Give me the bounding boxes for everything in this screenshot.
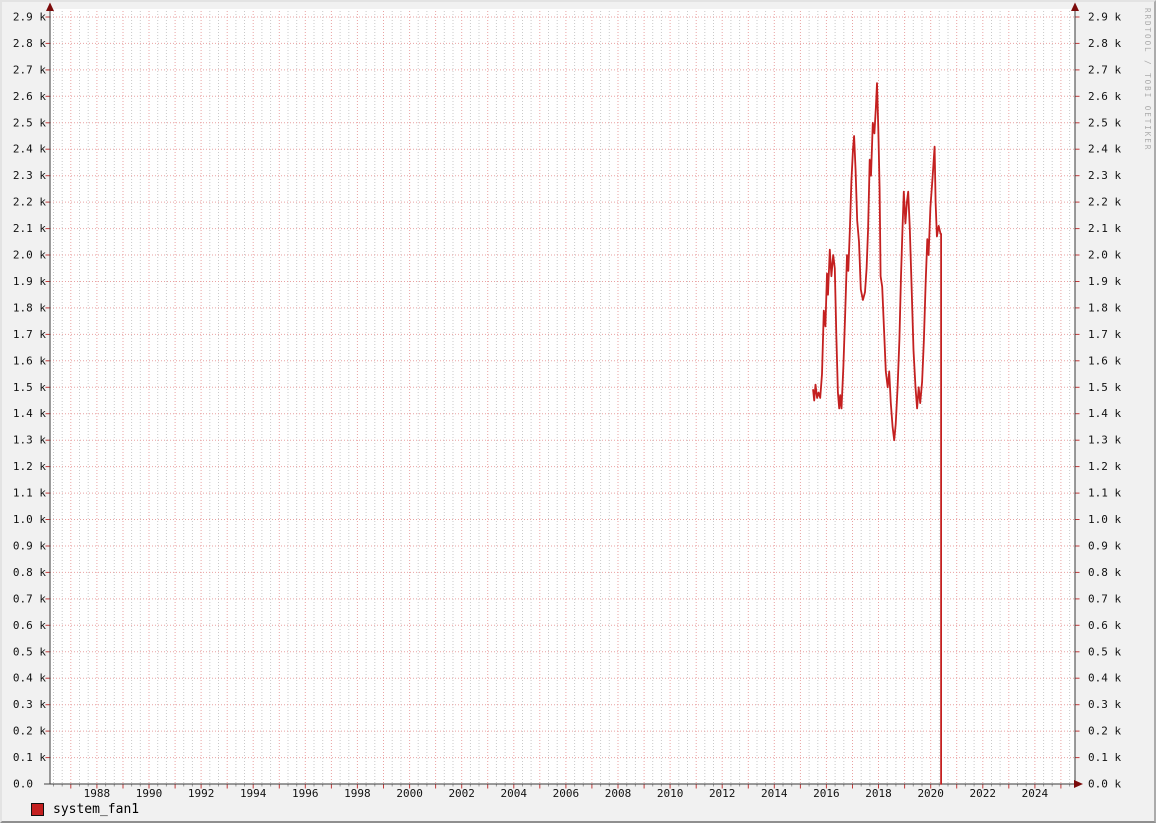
x-axis-label: 2000 [396, 787, 423, 798]
y-axis-label-right: 2.8 k [1088, 37, 1121, 50]
legend: system_fan1 [31, 802, 139, 817]
y-axis-label-right: 1.0 k [1088, 513, 1121, 526]
y-axis-label-right: 1.7 k [1088, 328, 1121, 341]
series-lines [812, 82, 942, 785]
y-axis-label-left: 2.0 k [13, 249, 46, 262]
y-axis-label-right: 1.1 k [1088, 487, 1121, 500]
y-axis-label-right: 2.7 k [1088, 63, 1121, 76]
x-axis-label: 2006 [553, 787, 580, 798]
y-axis-label-right: 1.3 k [1088, 434, 1121, 447]
y-axis-label-right: 0.8 k [1088, 566, 1121, 579]
y-axis-label-left: 1.3 k [13, 434, 46, 447]
axis-arrows [46, 2, 1083, 788]
y-axis-label-left: 1.6 k [13, 354, 46, 367]
x-axis-label: 2014 [761, 787, 788, 798]
y-axis-label-left: 0.1 k [13, 751, 46, 764]
y-axis-label-right: 0.3 k [1088, 698, 1121, 711]
y-axis-label-right: 1.4 k [1088, 407, 1121, 420]
y-axis-label-right: 0.1 k [1088, 751, 1121, 764]
y-axis-label-left: 0.3 k [13, 698, 46, 711]
x-axis-label: 1988 [84, 787, 111, 798]
y-axis-label-right: 1.9 k [1088, 275, 1121, 288]
x-axis-label: 2004 [501, 787, 528, 798]
y-axis-label-right: 1.8 k [1088, 301, 1121, 314]
y-axis-label-right: 0.0 k [1088, 778, 1121, 791]
y-axis-label-left: 1.2 k [13, 460, 46, 473]
y-axis-labels: 0.0 0.0 k 0.1 k 0.1 k 0.2 k 0.2 k 0.3 k 0.3 k 0.… [13, 11, 1122, 791]
x-axis-label: 2022 [970, 787, 997, 798]
fan-speed-chart: 0.0 0.0 k 0.1 k 0.1 k 0.2 k 0.2 k 0.3 k 0.3 k 0.… [13, 2, 1122, 798]
legend-color-swatch [31, 803, 44, 816]
y-axis-label-left: 1.1 k [13, 487, 46, 500]
series-line-system_fan1 [812, 82, 942, 785]
y-axis-label-right: 1.5 k [1088, 381, 1121, 394]
y-axis-label-left: 1.7 k [13, 328, 46, 341]
y-axis-label-left: 0.2 k [13, 725, 46, 738]
y-axis-label-right: 2.9 k [1088, 11, 1121, 24]
x-axis-label: 1998 [344, 787, 371, 798]
x-axis-label: 2018 [865, 787, 892, 798]
y-axis-label-left: 2.4 k [13, 143, 46, 156]
y-axis-label-left: 0.4 k [13, 672, 46, 685]
x-axis-label: 2024 [1022, 787, 1049, 798]
y-axis-label-right: 0.4 k [1088, 672, 1121, 685]
y-axis-label-right: 2.0 k [1088, 249, 1121, 262]
y-axis-label-right: 0.2 k [1088, 725, 1121, 738]
y-axis-label-right: 1.2 k [1088, 460, 1121, 473]
y-axis-label-right: 2.5 k [1088, 116, 1121, 129]
x-axis-label: 2016 [813, 787, 840, 798]
y-axis-label-left: 2.2 k [13, 196, 46, 209]
rrdtool-watermark: RRDTOOL / TOBI OETIKER [1143, 8, 1152, 152]
x-axis-right-arrow [1074, 780, 1083, 788]
y-axis-label-left: 1.9 k [13, 275, 46, 288]
y-axis-label-left: 2.8 k [13, 37, 46, 50]
plot-area [50, 9, 1075, 784]
y-axis-label-right: 0.6 k [1088, 619, 1121, 632]
y-axis-label-left: 0.9 k [13, 540, 46, 553]
legend-label: system_fan1 [53, 802, 140, 817]
y-axis-label-right: 0.5 k [1088, 645, 1121, 658]
y-axis-label-right: 2.2 k [1088, 196, 1121, 209]
y-axis-label-left: 1.8 k [13, 301, 46, 314]
y-axis-label-left: 0.6 k [13, 619, 46, 632]
y-axis-label-left: 2.5 k [13, 116, 46, 129]
axes [49, 9, 1076, 785]
x-axis-label: 2010 [657, 787, 684, 798]
x-axis-labels: 1988 1990 1992 1994 1996 1998 2000 2002 2004 2006… [84, 787, 1049, 798]
y-axis-label-left: 2.6 k [13, 90, 46, 103]
y-axis-label-left: 0.0 [13, 778, 33, 791]
y-axis-label-right: 2.6 k [1088, 90, 1121, 103]
y-axis-label-left: 1.4 k [13, 407, 46, 420]
y-axis-label-left: 2.1 k [13, 222, 46, 235]
y-axis-label-right: 1.6 k [1088, 354, 1121, 367]
y-axis-label-right: 0.9 k [1088, 540, 1121, 553]
y-axis-label-right: 2.3 k [1088, 169, 1121, 182]
y-axis-label-left: 2.7 k [13, 63, 46, 76]
x-axis-label: 2008 [605, 787, 632, 798]
x-axis-label: 1994 [240, 787, 267, 798]
y-axis-label-left: 1.0 k [13, 513, 46, 526]
y-axis-up-arrow [46, 2, 54, 11]
y-axis-label-left: 2.9 k [13, 11, 46, 24]
y-axis-label-left: 2.3 k [13, 169, 46, 182]
x-axis-label: 2002 [448, 787, 475, 798]
x-axis-label: 1996 [292, 787, 319, 798]
x-axis-label: 1990 [136, 787, 163, 798]
y-axis-label-left: 1.5 k [13, 381, 46, 394]
y-axis-label-left: 0.7 k [13, 592, 46, 605]
y-axis-label-left: 0.8 k [13, 566, 46, 579]
y-axis-label-left: 0.5 k [13, 645, 46, 658]
y-axis-label-right: 2.4 k [1088, 143, 1121, 156]
x-axis-label: 2020 [917, 787, 944, 798]
y-axis-label-right: 0.7 k [1088, 592, 1121, 605]
y2-axis-up-arrow [1071, 2, 1079, 11]
y-axis-label-right: 2.1 k [1088, 222, 1121, 235]
axis-ticks [44, 16, 1080, 789]
x-axis-label: 2012 [709, 787, 736, 798]
x-axis-label: 1992 [188, 787, 215, 798]
